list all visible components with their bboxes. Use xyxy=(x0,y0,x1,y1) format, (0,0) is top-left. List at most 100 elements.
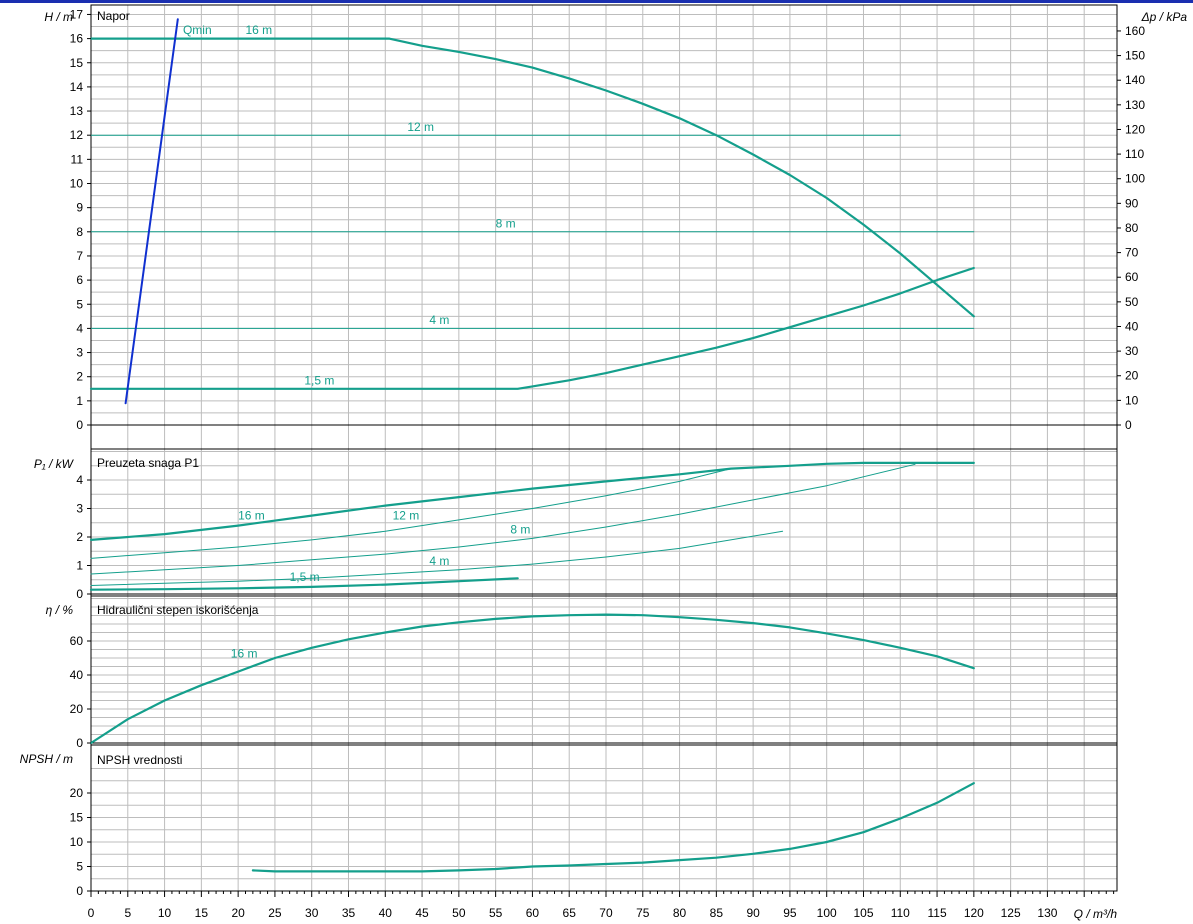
series-line-power-4-m xyxy=(90,530,784,586)
x-tick-label: 5 xyxy=(124,906,131,920)
curve-label-eff: 16 m xyxy=(231,647,258,661)
curve-label-head: 4 m xyxy=(429,313,449,327)
y-tick-label-head: 14 xyxy=(70,80,84,94)
right-tick-label-pressure: 0 xyxy=(1125,418,1132,432)
y-tick-label-power: 3 xyxy=(76,502,83,516)
curve-label-head: 12 m xyxy=(407,120,434,134)
y-tick-label-head: 13 xyxy=(70,104,84,118)
tick-labels: 0123456789101112131415161701020304050607… xyxy=(70,7,1146,920)
x-tick-label: 35 xyxy=(342,906,356,920)
y-tick-label-head: 5 xyxy=(76,297,83,311)
curve-label-power: 1,5 m xyxy=(290,570,320,584)
y-tick-label-npsh: 0 xyxy=(76,884,83,898)
curve-label-power: 12 m xyxy=(393,508,420,522)
x-tick-label: 60 xyxy=(526,906,540,920)
y-tick-label-head: 15 xyxy=(70,56,84,70)
right-tick-label-pressure: 60 xyxy=(1125,270,1139,284)
y-tick-label-npsh: 5 xyxy=(76,860,83,874)
x-tick-label: 25 xyxy=(268,906,282,920)
y-tick-label-eff: 20 xyxy=(70,702,84,716)
panel-frame-head xyxy=(90,4,1118,450)
y-tick-label-head: 4 xyxy=(76,321,83,335)
y-tick-label-npsh: 10 xyxy=(70,835,84,849)
right-tick-label-pressure: 30 xyxy=(1125,344,1139,358)
y-tick-label-head: 0 xyxy=(76,418,83,432)
y-tick-label-head: 8 xyxy=(76,225,83,239)
panel-title-efficiency: Hidraulični stepen iskorišćenja xyxy=(97,603,259,617)
x-tick-label: 80 xyxy=(673,906,687,920)
y-tick-label-eff: 60 xyxy=(70,634,84,648)
series-line-power-12-m xyxy=(90,468,732,559)
x-tick-label: 15 xyxy=(195,906,209,920)
x-tick-label: 130 xyxy=(1037,906,1057,920)
series-line-npsh-npsh xyxy=(251,782,975,873)
x-tick-label: 85 xyxy=(710,906,724,920)
y-tick-label-head: 17 xyxy=(70,7,84,21)
series-line-power-8-m xyxy=(90,463,916,575)
x-tick-label: 10 xyxy=(158,906,172,920)
x-tick-label: 20 xyxy=(231,906,245,920)
window-top-border xyxy=(0,0,1193,3)
x-tick-label: 0 xyxy=(88,906,95,920)
y-tick-label-head: 9 xyxy=(76,201,83,215)
pressure-axis-label: Δp / kPa xyxy=(1141,10,1188,24)
head-axis-label: H / m xyxy=(44,10,73,24)
flow-axis-label: Q / m³/h xyxy=(1074,907,1118,921)
y-tick-label-head: 1 xyxy=(76,394,83,408)
series-line-head-1-5-m xyxy=(89,266,975,390)
curve-label-head: Qmin xyxy=(183,23,212,37)
x-tick-label: 95 xyxy=(783,906,797,920)
x-tick-label: 90 xyxy=(746,906,760,920)
series-line-head-Qmin xyxy=(124,18,179,405)
x-tick-label: 50 xyxy=(452,906,466,920)
y-tick-label-power: 0 xyxy=(76,587,83,601)
y-tick-label-eff: 40 xyxy=(70,668,84,682)
curve-label-head: 8 m xyxy=(496,216,516,230)
panel-frame-eff xyxy=(90,595,1118,746)
right-tick-label-pressure: 110 xyxy=(1125,147,1144,161)
y-tick-label-head: 3 xyxy=(76,346,83,360)
right-tick-label-pressure: 40 xyxy=(1125,319,1139,333)
y-tick-label-head: 12 xyxy=(70,128,84,142)
series-line-power-16-m xyxy=(89,461,975,542)
right-tick-label-pressure: 150 xyxy=(1125,49,1145,63)
x-tick-label: 45 xyxy=(415,906,429,920)
x-tick-label: 65 xyxy=(563,906,577,920)
right-tick-label-pressure: 90 xyxy=(1125,196,1139,210)
x-tick-label: 110 xyxy=(891,906,910,920)
curve-label-power: 4 m xyxy=(429,554,449,568)
x-tick-label: 30 xyxy=(305,906,319,920)
right-tick-label-pressure: 10 xyxy=(1125,393,1139,407)
curve-label-power: 8 m xyxy=(510,523,530,537)
x-tick-label: 100 xyxy=(817,906,837,920)
y-tick-label-head: 6 xyxy=(76,273,83,287)
right-tick-label-pressure: 160 xyxy=(1125,24,1145,38)
y-tick-label-head: 7 xyxy=(76,249,83,263)
x-tick-label: 40 xyxy=(379,906,393,920)
panel-title-power: Preuzeta snaga P1 xyxy=(97,456,199,470)
right-tick-label-pressure: 70 xyxy=(1125,246,1139,260)
curve-label-power: 16 m xyxy=(238,508,265,522)
y-tick-label-power: 2 xyxy=(76,530,83,544)
y-tick-label-npsh: 15 xyxy=(70,811,84,825)
grid-layer xyxy=(91,5,1117,891)
power-axis-label: P₁ / kW xyxy=(34,457,75,471)
right-tick-label-pressure: 100 xyxy=(1125,172,1145,186)
series-line-eff-16-m xyxy=(89,613,975,745)
right-tick-label-pressure: 140 xyxy=(1125,73,1145,87)
panel-title-npsh: NPSH vrednosti xyxy=(97,753,182,767)
right-tick-label-pressure: 80 xyxy=(1125,221,1139,235)
x-tick-label: 105 xyxy=(853,906,873,920)
right-tick-label-pressure: 130 xyxy=(1125,98,1145,112)
series-layer: Qmin 16 m 12 m 8 m 4 m 1,5 m 16 m 12 m 8 m 4 m 1,5… xyxy=(89,18,975,873)
y-tick-label-head: 11 xyxy=(71,152,84,166)
x-tick-label: 75 xyxy=(636,906,650,920)
efficiency-axis-label: η / % xyxy=(46,603,74,617)
npsh-axis-label: NPSH / m xyxy=(20,752,73,766)
y-tick-label-power: 1 xyxy=(76,559,83,573)
y-tick-label-head: 2 xyxy=(76,370,83,384)
x-tick-label: 120 xyxy=(964,906,984,920)
x-tick-label: 70 xyxy=(599,906,613,920)
curve-label-head: 16 m xyxy=(245,23,272,37)
